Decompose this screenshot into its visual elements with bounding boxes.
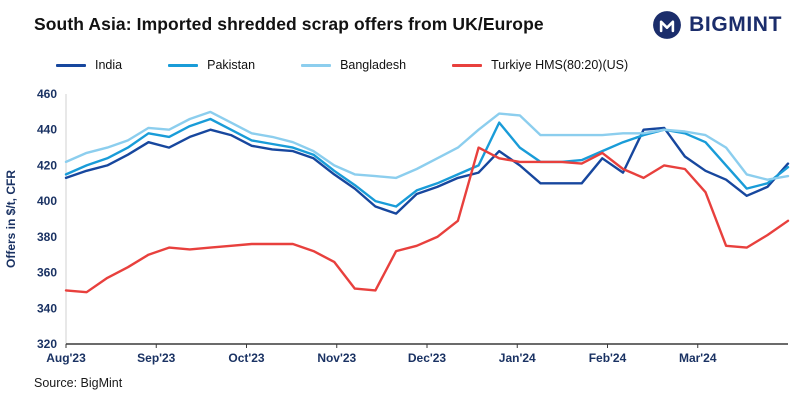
legend-marker-pakistan [168,63,199,67]
legend-marker-bangladesh [301,63,332,67]
bigmint-logo-icon [653,11,682,39]
y-tick-label: 420 [37,158,57,172]
legend-item-turkiye-hms-80-20-us: Turkiye HMS(80:20)(US) [452,58,628,72]
legend-item-pakistan: Pakistan [168,58,255,72]
legend-item-india: India [56,58,122,72]
source-note: Source: BigMint [34,376,123,390]
y-tick-label: 460 [37,87,57,101]
legend-label: Pakistan [207,58,256,72]
x-tick-label: Sep'23 [137,351,176,365]
x-tick-label: Aug'23 [46,351,86,365]
chart-title: South Asia: Imported shredded scrap offe… [34,14,544,34]
legend-label: Turkiye HMS(80:20)(US) [491,58,629,72]
legend-item-bangladesh: Bangladesh [301,58,406,72]
y-tick-label: 320 [37,337,57,351]
x-tick-label: Feb'24 [589,351,627,365]
chart-legend: India Pakistan Bangladesh Turkiye HMS(80:20… [56,58,628,72]
series-line-bangladesh [64,110,790,181]
bigmint-logo-text: BIGMINT [689,13,782,36]
series-line-india [64,126,790,215]
y-tick-label: 400 [37,194,57,208]
legend-label: India [95,58,123,72]
series-line-turkiye-hms-80-20-us [64,146,790,294]
x-tick-label: Nov'23 [317,351,356,365]
y-tick-label: 340 [37,301,57,315]
legend-marker-turkiye-hms-80-20-us [452,63,483,67]
x-tick-label: Dec'23 [408,351,447,365]
bigmint-logo: BIGMINT [652,10,782,40]
chart-header: South Asia: Imported shredded scrap offe… [34,11,782,40]
x-tick-label: Jan'24 [499,351,536,365]
x-tick-label: Oct'23 [228,351,265,365]
y-axis-title: Offers in $/t, CFR [4,170,18,268]
y-tick-label: 380 [37,230,57,244]
y-tick-label: 440 [37,123,57,137]
x-tick-label: Mar'24 [679,351,717,365]
line-chart: 320 340 360 380 400 420 440 460 Aug'23 Sep'23 Oct'… [4,87,790,365]
legend-marker-india [56,63,86,67]
legend-label: Bangladesh [340,58,407,72]
y-tick-label: 360 [37,266,57,280]
